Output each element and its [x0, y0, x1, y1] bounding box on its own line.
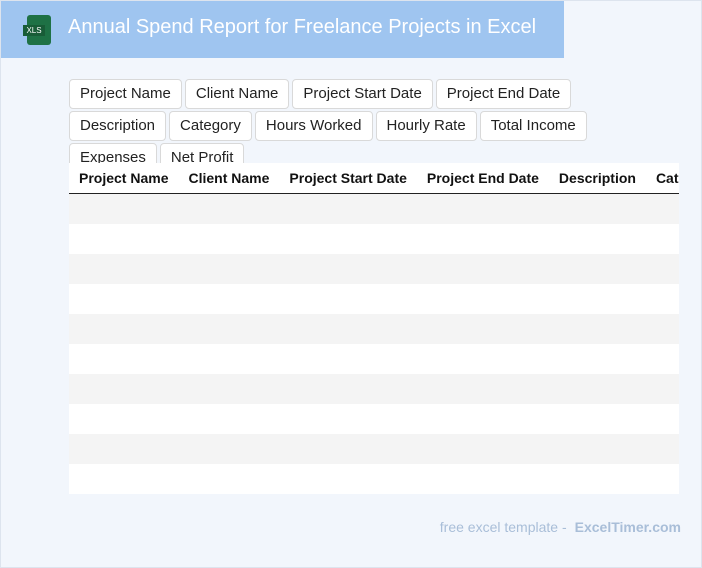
field-chip[interactable]: Hourly Rate	[375, 111, 477, 141]
row	[69, 374, 679, 404]
footer-brand[interactable]: ExcelTimer.com	[574, 519, 681, 535]
row	[69, 464, 679, 494]
column-header: Project End Date	[426, 170, 539, 186]
field-chip[interactable]: Total Income	[479, 111, 587, 141]
column-header: Project Name	[79, 170, 169, 186]
row	[69, 434, 679, 464]
xls-icon: XLS	[23, 15, 51, 45]
column-header: Client Name	[188, 170, 270, 186]
field-chip[interactable]: Description	[69, 111, 167, 141]
table-header: Project Name Client Name Project Start Dat…	[69, 163, 679, 194]
table-body	[69, 194, 679, 494]
field-chip[interactable]: Project Start Date	[292, 79, 433, 109]
field-chip[interactable]: Client Name	[184, 79, 290, 109]
footer-text: free excel template -	[439, 519, 567, 535]
column-header: Category	[655, 170, 679, 186]
field-chip[interactable]: Hours Worked	[254, 111, 373, 141]
field-chip[interactable]: Project End Date	[435, 79, 572, 109]
row	[69, 404, 679, 434]
column-header: Project Start Date	[289, 170, 407, 186]
table: Project Name Client Name Project Start Dat…	[69, 163, 679, 494]
header: XLS Annual Spend Report for Freelance Pr…	[1, 1, 564, 58]
field-chips: Project Name Client Name Project Start Dat…	[69, 79, 669, 173]
row	[69, 254, 679, 284]
row	[69, 284, 679, 314]
column-header: Description	[558, 170, 636, 186]
row	[69, 194, 679, 224]
field-chip[interactable]: Category	[169, 111, 252, 141]
field-chip[interactable]: Project Name	[69, 79, 182, 109]
footer: free excel template - ExcelTimer.com	[440, 519, 681, 535]
title: Annual Spend Report for Freelance Projec…	[68, 16, 537, 38]
row	[69, 224, 679, 254]
row	[69, 344, 679, 374]
row	[69, 314, 679, 344]
icon-label: XLS	[23, 25, 45, 36]
